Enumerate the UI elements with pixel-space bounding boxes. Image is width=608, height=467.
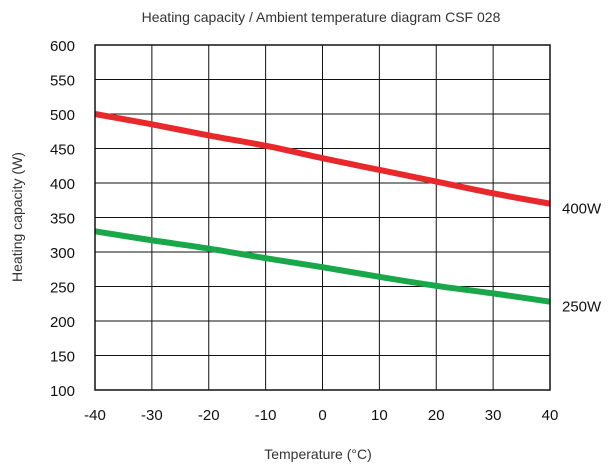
x-tick-label: 10 bbox=[371, 407, 388, 424]
x-axis-label: Temperature (°C) bbox=[264, 446, 372, 462]
y-tick-label: 150 bbox=[50, 349, 75, 366]
series-lines bbox=[94, 111, 551, 305]
grid bbox=[94, 44, 551, 391]
series-line-250W bbox=[94, 228, 551, 305]
y-tick-label: 200 bbox=[50, 314, 75, 331]
y-tick-label: 250 bbox=[50, 280, 75, 297]
y-axis-label: Heating capacity (W) bbox=[9, 152, 25, 282]
x-tick-label: -40 bbox=[84, 407, 106, 424]
x-tick-label: 20 bbox=[428, 407, 445, 424]
y-tick-label: 300 bbox=[50, 245, 75, 262]
x-tick-label: 40 bbox=[542, 407, 559, 424]
y-tick-label: 500 bbox=[50, 107, 75, 124]
y-tick-label: 100 bbox=[50, 383, 75, 400]
chart-title: Heating capacity / Ambient temperature d… bbox=[142, 9, 501, 25]
series-label-250W: 250W bbox=[562, 299, 602, 316]
y-tick-label: 600 bbox=[50, 38, 75, 55]
x-tick-labels: -40 -30 -20 -10 0 10 20 30 40 bbox=[84, 407, 558, 424]
y-tick-label: 450 bbox=[50, 142, 75, 159]
x-tick-label: -30 bbox=[141, 407, 163, 424]
y-tick-label: 350 bbox=[50, 211, 75, 228]
series-labels: 400W 250W bbox=[562, 201, 602, 316]
series-line-400W bbox=[94, 111, 551, 207]
y-tick-label: 400 bbox=[50, 176, 75, 193]
x-tick-label: -20 bbox=[198, 407, 220, 424]
plot-frame bbox=[94, 44, 551, 391]
x-tick-label: 0 bbox=[318, 407, 326, 424]
series-label-400W: 400W bbox=[562, 201, 602, 218]
x-tick-label: -10 bbox=[255, 407, 277, 424]
y-tick-labels: 100 150 200 250 300 350 400 450 500 550 600 bbox=[50, 38, 75, 400]
y-tick-label: 550 bbox=[50, 73, 75, 90]
x-tick-label: 30 bbox=[485, 407, 502, 424]
